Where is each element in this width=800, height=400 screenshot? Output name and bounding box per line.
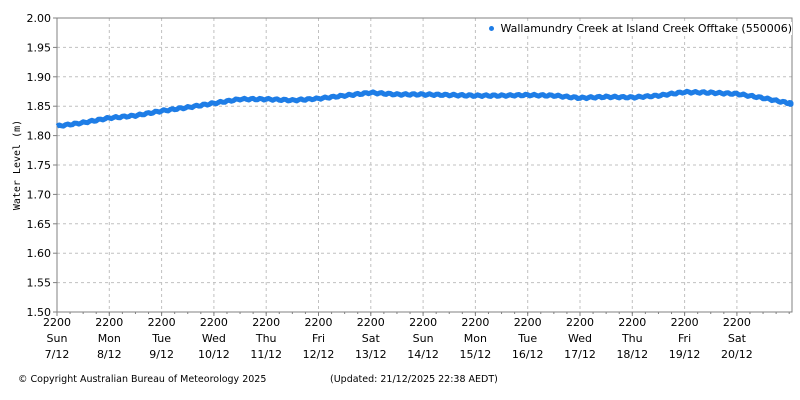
y-tick-label: 2.00	[27, 12, 52, 25]
x-tick-label: 2200	[95, 316, 123, 329]
y-tick-label: 1.95	[27, 41, 52, 54]
x-tick-label: 14/12	[407, 348, 439, 361]
x-tick-label: 18/12	[616, 348, 648, 361]
x-tick-label: 2200	[671, 316, 699, 329]
x-tick-label: Sun	[413, 332, 434, 345]
y-tick-label: 1.80	[27, 130, 52, 143]
x-tick-label: 2200	[618, 316, 646, 329]
x-tick-label: Fri	[678, 332, 691, 345]
x-tick-label: Thu	[255, 332, 277, 345]
x-tick-label: 20/12	[721, 348, 753, 361]
x-tick-label: 16/12	[512, 348, 544, 361]
x-tick-label: Tue	[151, 332, 171, 345]
x-tick-label: 12/12	[303, 348, 335, 361]
y-tick-label: 1.55	[27, 277, 52, 290]
x-tick-label: Wed	[568, 332, 592, 345]
x-tick-label: 8/12	[97, 348, 122, 361]
x-tick-label: 2200	[409, 316, 437, 329]
x-tick-label: Sat	[728, 332, 747, 345]
x-tick-label: 2200	[305, 316, 333, 329]
grid-lines	[57, 18, 793, 312]
x-tick-label: Fri	[312, 332, 325, 345]
legend-marker-icon	[489, 26, 495, 31]
x-tick-label: Mon	[464, 332, 487, 345]
y-tick-label: 1.65	[27, 218, 52, 231]
copyright-notice: © Copyright Australian Bureau of Meteoro…	[18, 374, 267, 385]
x-tick-label: 11/12	[250, 348, 282, 361]
x-tick-label: 2200	[357, 316, 385, 329]
x-tick-label: 2200	[148, 316, 176, 329]
y-tick-label: 1.60	[27, 247, 52, 260]
x-tick-label: 17/12	[564, 348, 596, 361]
y-tick-label: 1.85	[27, 100, 52, 113]
y-axis: 2.00 1.95 1.90 1.85 1.80 1.75 1.70 1.65 1.60 1.55…	[27, 12, 57, 319]
x-tick-label: Tue	[517, 332, 537, 345]
x-axis: 2200 Sun 7/12 2200 Mon 8/12 2200 Tue 9/12 2200 Wed…	[43, 312, 790, 361]
y-tick-label: 1.75	[27, 159, 52, 172]
x-tick-label: 2200	[43, 316, 71, 329]
x-tick-label: 2200	[514, 316, 542, 329]
legend-label: Wallamundry Creek at Island Creek Offtak…	[500, 22, 792, 35]
x-tick-label: 2200	[723, 316, 751, 329]
x-tick-label: 10/12	[198, 348, 230, 361]
x-tick-label: Sun	[47, 332, 68, 345]
updated-timestamp: (Updated: 21/12/2025 22:38 AEDT)	[330, 374, 498, 385]
x-tick-label: Wed	[202, 332, 226, 345]
x-tick-label: 15/12	[460, 348, 492, 361]
x-tick-label: 2200	[252, 316, 280, 329]
y-axis-label: Water Level (m)	[12, 120, 23, 210]
x-tick-label: 19/12	[669, 348, 701, 361]
x-tick-label: 13/12	[355, 348, 387, 361]
water-level-series	[55, 88, 794, 129]
x-tick-label: 7/12	[45, 348, 70, 361]
x-tick-label: Mon	[98, 332, 121, 345]
x-tick-label: Sat	[362, 332, 381, 345]
y-tick-label: 1.70	[27, 188, 52, 201]
x-tick-label: 9/12	[149, 348, 174, 361]
x-tick-label: 2200	[566, 316, 594, 329]
y-tick-label: 1.90	[27, 71, 52, 84]
x-tick-label: 2200	[200, 316, 228, 329]
y-tick-label: 1.50	[27, 306, 52, 319]
legend: Wallamundry Creek at Island Creek Offtak…	[489, 22, 792, 35]
x-tick-label: 2200	[461, 316, 489, 329]
x-tick-label: Thu	[621, 332, 643, 345]
